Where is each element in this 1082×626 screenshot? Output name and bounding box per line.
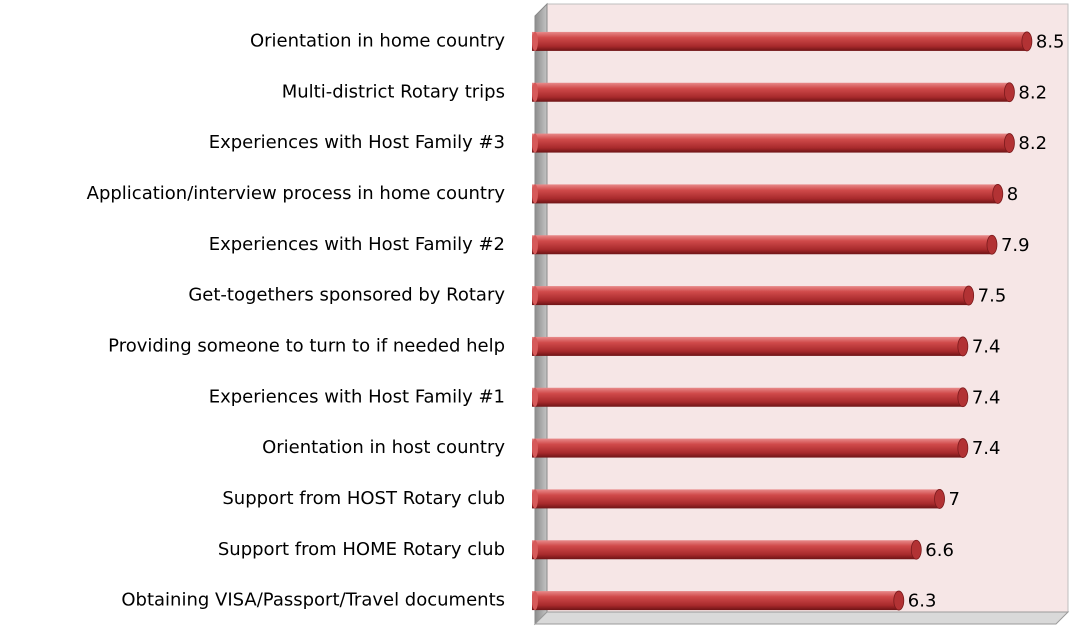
bar [532,286,969,306]
bar-cap [957,387,969,408]
bar-base [532,286,538,306]
bar-cap [1021,31,1033,52]
bar-cap [963,285,975,306]
bar-base [532,438,538,458]
y-tick-label: Orientation in home country [250,30,505,51]
data-label: 7.9 [1001,235,1030,256]
y-tick-label: Multi-district Rotary trips [282,81,505,102]
y-tick-label: Experiences with Host Family #3 [209,132,505,153]
y-tick-label: Obtaining VISA/Passport/Travel documents [121,590,505,611]
y-tick-label: Experiences with Host Family #2 [209,234,505,255]
y-tick-label: Application/interview process in home co… [87,183,506,204]
bar-base [532,489,538,509]
bar-cap [910,539,922,560]
data-label: 8 [1007,184,1018,205]
data-label: 8.2 [1018,82,1047,103]
y-tick-label: Experiences with Host Family #1 [209,386,505,407]
bar [532,591,899,611]
data-label: 7.4 [972,438,1001,459]
bar-cap [957,438,969,458]
bar-cap [992,184,1004,204]
y-tick-label: Support from HOME Rotary club [218,539,505,560]
data-label: 7 [949,489,960,510]
bar [532,184,998,204]
y-tick-label: Support from HOST Rotary club [222,488,505,509]
bar [532,336,963,356]
bar [532,540,917,560]
bar [532,387,963,407]
bar-base [532,133,538,153]
data-label: 6.3 [908,591,937,612]
bar [532,31,1027,51]
bar [532,438,963,458]
bar-cap [1004,133,1015,153]
data-label: 7.5 [978,286,1007,307]
data-label: 6.6 [925,540,954,561]
bar-base [532,540,538,560]
data-label: 7.4 [972,336,1001,357]
bar-cap [934,489,945,509]
data-label: 8.5 [1036,31,1065,52]
bar-base [532,336,538,356]
bar-base [532,184,538,204]
bar [532,82,1010,102]
bar-base [532,591,538,611]
bar-base [532,31,538,51]
bar-cap [893,590,905,611]
bar-base [532,235,538,255]
y-tick-label: Orientation in host country [262,437,505,458]
bar [532,133,1010,153]
bar-base [532,387,538,407]
floor [533,611,1070,625]
bar-cap [957,336,969,357]
bar [532,235,992,255]
bar [532,489,940,509]
y-tick-label: Providing someone to turn to if needed h… [108,335,505,356]
data-label: 7.4 [972,387,1001,408]
data-label: 8.2 [1018,133,1047,154]
bar-cap [986,234,998,255]
bar-base [532,82,538,102]
y-tick-label: Get-togethers sponsored by Rotary [188,285,505,306]
bar-cap [1004,82,1015,103]
